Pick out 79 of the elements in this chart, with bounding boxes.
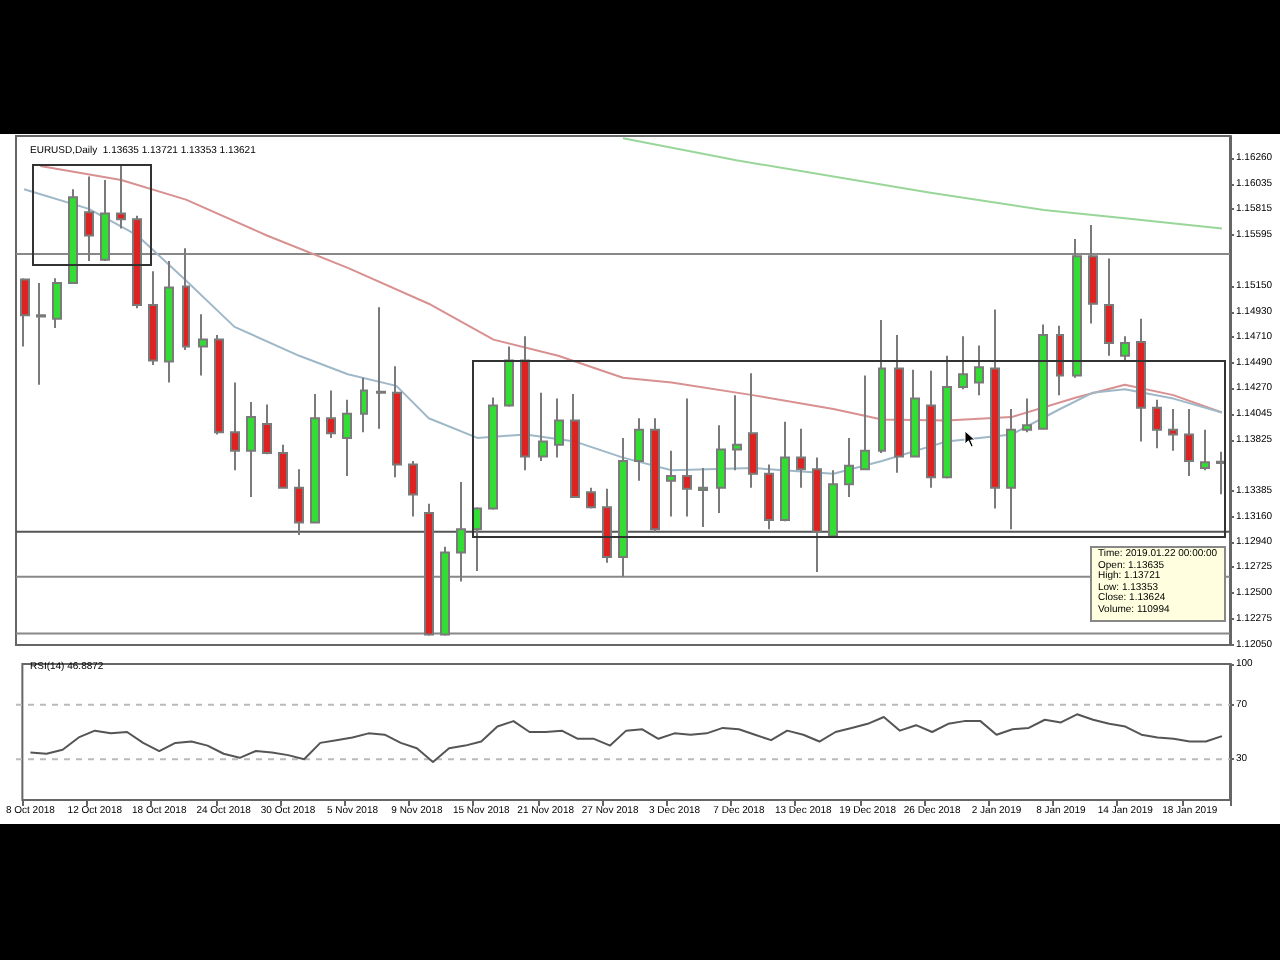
candlestick [1120,335,1130,362]
candlestick [666,449,676,518]
candlestick [812,456,822,574]
candlestick [278,443,288,490]
candlestick [246,401,256,498]
candlestick [342,398,352,478]
candlestick [1072,237,1082,379]
candlestick [682,397,692,518]
candlestick [570,392,580,500]
candlestick [974,344,984,397]
candlestick [520,335,530,472]
candlestick [942,354,952,480]
candlestick [1088,224,1098,325]
candlestick [844,436,854,498]
candlestick [198,313,208,377]
candlestick [780,420,790,523]
candlestick [262,403,272,456]
candlestick [602,487,612,564]
candlestick [488,396,498,511]
candlestick [958,335,968,391]
line-series [622,137,1223,230]
candlestick [764,463,774,531]
candlestick [1168,408,1178,452]
candlestick [894,333,904,474]
candlestick [1056,324,1064,397]
candlestick [360,376,368,434]
candlestick [424,502,434,637]
line-series [23,188,1223,475]
line-series [29,713,1223,763]
candlestick [732,394,742,472]
candlestick [456,480,466,583]
candlestick [472,506,482,572]
candlestick [164,259,174,384]
candlestick [132,214,142,310]
candlestick [538,391,548,463]
candlestick [1022,397,1032,434]
candlestick [408,460,418,518]
candlestick [860,374,870,472]
candlestick [554,397,564,459]
candlestick [100,178,110,262]
candlestick [326,389,336,439]
candlestick [1006,408,1016,531]
candlestick [634,417,644,482]
candlestick [52,277,62,330]
candlestick [148,270,158,367]
candlestick [440,545,450,637]
candlestick [116,163,126,230]
candlestick [36,281,46,386]
candlestick [68,188,78,286]
candlestick [504,345,514,408]
candlestick [1216,450,1226,496]
candlestick [878,318,886,454]
candlestick [20,277,30,348]
candlestick [796,427,806,489]
candlestick [1184,408,1194,478]
candlestick [1152,398,1162,450]
candlestick [698,467,708,528]
candlestick [990,308,1000,510]
candlestick [310,392,320,525]
candlestick [926,369,936,489]
line-series [39,165,1223,422]
candlestick [586,486,596,510]
candlestick [650,417,660,533]
candlestick [230,381,240,472]
candlestick [748,372,758,489]
candlestick [1104,257,1114,357]
candlestick [1038,323,1048,431]
candlestick [716,424,726,515]
candlestick [376,306,386,430]
candlestick [392,365,402,479]
candlestick [294,468,304,537]
candlestick [182,247,190,352]
candlestick [214,333,224,436]
candlestick [1200,428,1210,472]
candlestick [84,175,94,262]
candlestick [1136,317,1146,443]
candlestick [828,469,838,539]
candlestick [618,436,628,578]
candlestick [910,368,920,459]
